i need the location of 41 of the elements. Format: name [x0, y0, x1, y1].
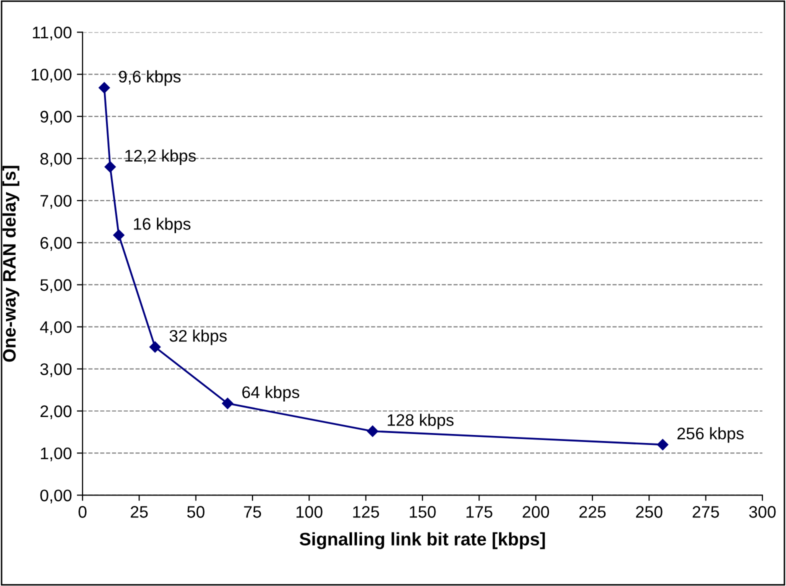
y-tick-label: 2,00: [40, 405, 72, 420]
annotation: 12,2 kbps: [125, 149, 196, 165]
point: [222, 398, 234, 410]
x-tick-label: 200: [522, 506, 550, 518]
y-tick-label: 3,00: [40, 363, 72, 378]
annotation: 64 kbps: [242, 386, 300, 402]
point: [98, 82, 110, 94]
annotation: 16 kbps: [134, 218, 190, 234]
x-tick-label: 25: [130, 506, 148, 518]
annotation: 256 kbps: [677, 427, 744, 443]
x-axis-title: Signalling link bit rate [kbps]: [300, 532, 545, 550]
point: [367, 426, 378, 437]
x-tick-label: 300: [749, 506, 776, 518]
point: [104, 161, 116, 173]
y-tick-label: 1,00: [40, 447, 72, 462]
x-tick-label: 50: [187, 506, 204, 518]
y-tick-label: 7,00: [40, 194, 72, 209]
y-tick-label: 6,00: [40, 237, 72, 251]
y-tick-label: 8,00: [40, 152, 72, 167]
x-tick-label: 100: [296, 506, 322, 518]
x-tick-label: 275: [692, 506, 719, 518]
y-tick-label: 4,00: [40, 321, 72, 335]
x-tick-label: 225: [579, 506, 606, 518]
y-tick-label: 9,00: [40, 110, 72, 125]
x-tick-label: 125: [353, 506, 380, 518]
annotation: 32 kbps: [170, 330, 227, 346]
point: [113, 229, 124, 241]
y-tick-label: 0,00: [40, 490, 72, 504]
y-tick-label: 11,00: [32, 26, 72, 40]
annotation: 9,6 kbps: [118, 70, 181, 86]
y-tick-label: 5,00: [40, 279, 72, 293]
point: [149, 341, 161, 353]
x-tick-label: 0: [78, 506, 87, 518]
annotation: 128 kbps: [388, 414, 454, 430]
point: [657, 439, 668, 450]
x-tick-label: 250: [636, 506, 662, 518]
x-tick-label: 75: [244, 506, 262, 518]
y-axis-title: One-way RAN delay [s]: [2, 166, 20, 362]
y-tick-label: 10,00: [32, 68, 72, 82]
x-tick-label: 175: [466, 506, 492, 518]
x-tick-label: 150: [410, 506, 436, 518]
